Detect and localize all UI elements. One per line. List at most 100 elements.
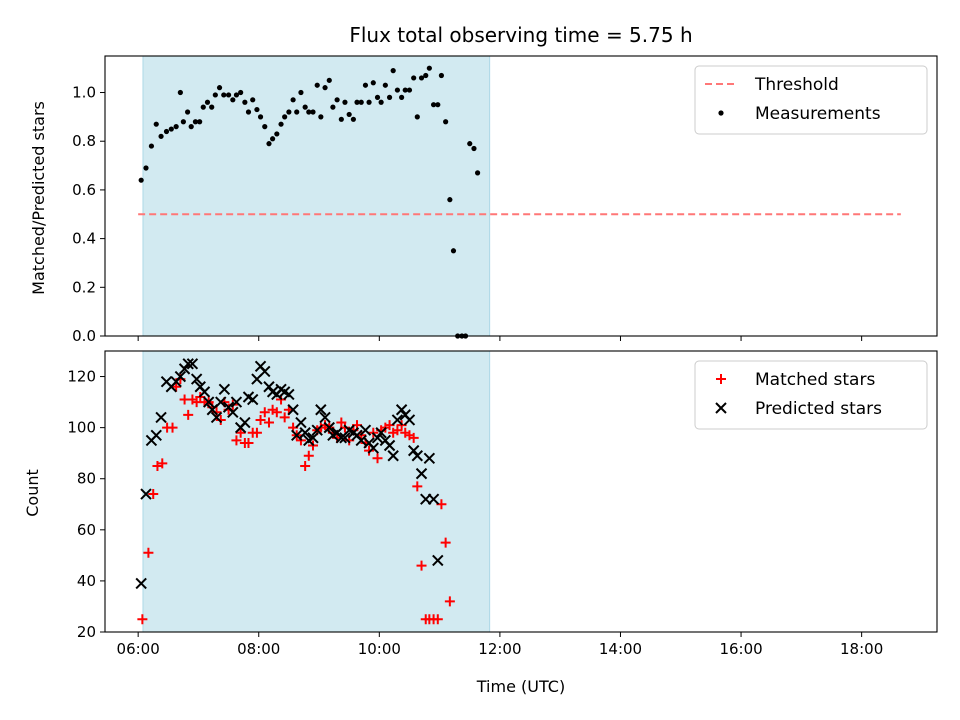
matched-star-point [412,481,423,492]
predicted-star-point [155,411,167,424]
matched-star-point [416,560,427,571]
measurement-point [435,102,441,108]
measurement-point [459,333,465,339]
matched-star-point [215,414,226,425]
measurement-point [138,177,144,183]
measurement-point [354,99,360,105]
measurement-point [411,75,417,81]
predicted-star-point [182,358,194,370]
measurement-point [322,85,328,91]
predicted-star-point [355,434,367,447]
measurement-point [438,72,445,79]
measurement-point [225,92,232,98]
legend-predicted-swatch [715,402,727,414]
matched-star-point [183,409,194,420]
measurement-point [467,141,473,147]
measurement-point [338,116,344,122]
measurement-point [418,75,425,81]
measurement-point [192,119,199,125]
predicted-star-point [239,416,251,429]
top-y-tick-label: 0.2 [72,278,96,296]
measurement-point [200,104,206,110]
predicted-star-point [319,411,331,424]
measurement-point [298,89,304,96]
legend-label: Threshold [754,75,839,95]
predicted-star-point [375,427,387,439]
matched-star-point [137,614,148,625]
measurement-point [358,99,364,105]
bottom-y-tick-label: 40 [77,572,96,590]
matched-star-point [271,407,282,418]
bottom-panel: 06:00 08:00 10:00 12:00 14:00 16:00 18:00 20 40 6… [67,350,938,658]
measurement-point [238,89,244,96]
predicted-star-point [307,432,319,444]
top-axes-frame [104,55,938,337]
predicted-star-point [371,432,384,444]
matched-star-point [279,412,290,423]
measurement-point [262,124,268,130]
predicted-star-point [383,439,396,452]
measurement-point [334,97,340,103]
measurement-point [286,109,292,115]
measurement-point [447,197,453,203]
x-tick-label: 08:00 [237,640,280,658]
predicted-star-point [190,373,203,385]
matched-star-point [251,427,262,438]
measurement-point [278,121,284,127]
predicted-star-point [315,404,327,416]
predicted-star-point [202,396,215,408]
measurement-point [366,99,372,105]
measurement-point [294,109,300,115]
measurement-point [314,82,320,88]
measurement-point [197,119,203,125]
x-tick-label: 18:00 [840,640,883,658]
measurement-point [346,111,352,118]
top-shaded-span [142,55,491,337]
matched-star-point [440,537,451,548]
legend-label: Matched stars [755,370,875,390]
measurement-point [302,104,308,110]
predicted-star-point [387,450,399,462]
x-tick-label: 14:00 [599,640,642,658]
predicted-star-point [415,467,428,480]
top-y-tick-label: 0.6 [72,181,96,199]
top-y-tick-label: 1.0 [72,84,96,102]
matched-star-point [211,407,222,418]
bottom-legend-box [694,360,928,430]
matched-star-point [372,453,383,464]
measurement-point [168,126,174,132]
predicted-star-point [395,404,408,416]
measurement-point [204,99,211,105]
matched-star-point [148,489,159,500]
matched-star-point [255,414,266,425]
predicted-star-point [186,358,199,370]
measurement-point [342,99,348,105]
matched-star-point [303,450,314,461]
top-y-tick-label: 0.8 [72,132,96,150]
predicted-star-point [291,429,303,442]
matched-star-point [263,417,274,428]
predicted-star-point [359,424,372,436]
matched-star-point [300,460,311,471]
predicted-star-point [198,386,211,398]
matched-star-point [167,422,178,433]
matched-star-point [432,614,443,625]
bottom-y-tick-label: 100 [67,419,96,437]
legend-label: Predicted stars [755,399,882,419]
measurement-point [390,68,396,74]
predicted-star-point [210,411,223,424]
predicted-star-point [423,452,436,464]
predicted-star-point [323,421,335,434]
measurement-point [282,114,288,120]
predicted-star-point [432,554,444,567]
matched-star-point [444,596,455,607]
measurement-point [180,119,186,125]
predicted-star-point [411,450,424,462]
measurement-point [414,114,420,120]
measurement-point [274,131,280,137]
measurement-point [221,92,227,98]
top-y-axis-title: Matched/Predicted stars [29,101,48,295]
top-panel: 0.0 0.2 0.4 0.6 0.8 1.0 Threshold Measurements [72,55,938,345]
matched-star-point [171,381,182,392]
measurement-point [163,128,170,135]
